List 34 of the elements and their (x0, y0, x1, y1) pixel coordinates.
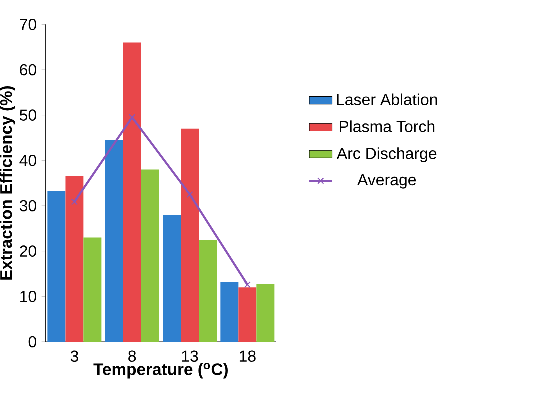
bar (220, 282, 239, 342)
legend-label: Plasma Torch (340, 120, 435, 132)
x-tick-label: 13 (182, 350, 198, 362)
bar (238, 288, 257, 342)
point (244, 282, 252, 288)
point (71, 198, 78, 206)
legend-label: Average (358, 174, 416, 189)
bar (163, 215, 181, 342)
x-tick-label: 18 (240, 350, 256, 362)
bar (84, 238, 102, 342)
x-tick-label: 3 (70, 350, 78, 362)
y-tick-label: 50 (20, 110, 37, 121)
point (128, 114, 136, 121)
bar (181, 128, 199, 342)
point (186, 191, 194, 198)
y-tick-label: 70 (20, 19, 37, 30)
legend-label: Laser Ablation (337, 94, 438, 106)
legend-label: Arc Discharge (336, 148, 437, 162)
y-tick-label: 30 (20, 200, 37, 212)
bar (123, 42, 142, 342)
y-tick-label: 60 (20, 64, 37, 76)
y-axis-title: Extraction Efficiency (%) (0, 86, 16, 280)
bar (48, 191, 66, 342)
bar (256, 284, 275, 342)
x-tick-label: 8 (128, 350, 136, 362)
y-tick-label: 10 (20, 290, 37, 302)
bar (199, 240, 218, 342)
bar (66, 176, 84, 342)
y-tick-label: 40 (20, 155, 37, 166)
y-tick-label: 0 (28, 336, 37, 348)
y-tick-label: 20 (20, 246, 37, 257)
x-axis-title: Temperature ($^{o}$C) (94, 363, 228, 379)
bar (141, 170, 160, 342)
bar (105, 140, 124, 342)
